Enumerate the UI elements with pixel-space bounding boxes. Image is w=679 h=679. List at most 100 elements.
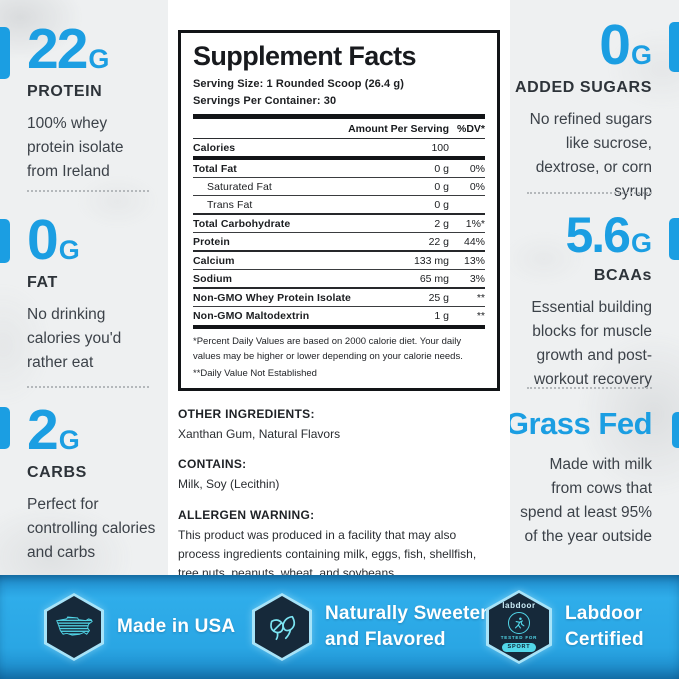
allergen-warning-section: ALLERGEN WARNING: This product was produ… (178, 508, 478, 584)
dotted-divider (527, 192, 652, 194)
nutrient-name: Non-GMO Whey Protein Isolate (193, 291, 351, 304)
edge-accent-bar (0, 219, 10, 263)
stat-number: 2 (27, 398, 59, 462)
stat-description: No refined sugars like sucrose, dextrose… (529, 111, 652, 201)
nutrient-amount: 1 g (434, 309, 449, 322)
supplement-facts-panel: Supplement Facts Serving Size: 1 Rounded… (178, 30, 500, 392)
stat-value: 5.6G (504, 210, 652, 260)
stat-protein: 22G PROTEIN 100% whey protein isolate fr… (27, 21, 163, 184)
runner-icon (508, 612, 530, 635)
nutrient-name: Total Carbohydrate (193, 217, 291, 230)
nutrient-dv: 44% (463, 235, 485, 248)
nutrient-name: Calories (193, 141, 236, 154)
stat-description: Perfect for controlling calories and car… (27, 496, 156, 562)
dotted-divider (27, 386, 149, 388)
nutrient-amount: 0 g (434, 180, 449, 193)
stat-label: ADDED SUGARS (515, 79, 652, 97)
edge-accent-bar (669, 22, 679, 72)
nutrient-name: Total Fat (193, 162, 237, 175)
stat-number: 22 (27, 17, 88, 81)
nutrient-dv: ** (476, 291, 485, 304)
thick-rule (193, 114, 485, 119)
nutrient-dv: 0% (469, 180, 485, 193)
column-header-amount: Amount Per Serving (348, 123, 449, 135)
usa-map-icon (44, 593, 104, 661)
badge-label: Labdoor Certified (565, 603, 644, 650)
stat-unit: G (88, 44, 110, 74)
stat-unit: G (630, 228, 652, 258)
stat-added-sugars: 0G ADDED SUGARS No refined sugars like s… (504, 17, 652, 204)
nutrient-amount: 100 (431, 141, 449, 154)
stat-heading: Grass Fed (504, 406, 653, 441)
section-heading: ALLERGEN WARNING: (178, 507, 315, 522)
nutrient-amount: 22 g (428, 235, 449, 248)
contains-section: CONTAINS: Milk, Soy (Lecithin) (178, 457, 478, 494)
edge-accent-bar (669, 218, 679, 260)
section-text: This product was produced in a facility … (178, 527, 477, 580)
dotted-divider (527, 387, 652, 389)
stat-value: 0G (504, 17, 652, 74)
stat-grass-fed: Grass Fed Made with milk from cows that … (504, 406, 653, 549)
footnote-not-established: **Daily Value Not Established (193, 367, 317, 379)
bottom-band: Made in USA Naturally Sweetened and Flav… (0, 575, 679, 679)
nutrient-amount: 0 g (434, 198, 449, 211)
nutrient-name: Calcium (193, 254, 235, 267)
badge-naturally-sweetened: Naturally Sweetened and Flavored (252, 575, 515, 679)
badge-labdoor-certified: labdoor TESTED FOR SPORT Labdoor Ce (486, 575, 644, 679)
nutrient-amount: 133 mg (413, 254, 449, 267)
stat-label: FAT (27, 274, 58, 292)
nutrient-name: Trans Fat (207, 198, 253, 211)
table-row-whey-protein-isolate: Non-GMO Whey Protein Isolate 25 g ** (193, 289, 485, 307)
section-heading: CONTAINS: (178, 457, 247, 472)
labdoor-brand-text: labdoor (502, 601, 536, 611)
stat-description: 100% whey protein isolate from Ireland (27, 115, 124, 181)
stat-fat: 0G FAT No drinking calories you'd rather… (27, 212, 163, 375)
table-row-maltodextrin: Non-GMO Maltodextrin 1 g ** (193, 307, 485, 324)
badge-label: Made in USA (117, 616, 236, 638)
other-ingredients-section: OTHER INGREDIENTS: Xanthan Gum, Natural … (178, 407, 478, 444)
stat-number: 0 (27, 208, 59, 272)
stat-unit: G (630, 40, 652, 70)
stat-bcaas: 5.6G BCAAs Essential building blocks for… (504, 210, 652, 392)
table-row-total-carbohydrate: Total Carbohydrate 2 g 1%* (193, 215, 485, 233)
stat-unit: G (58, 235, 80, 265)
nutrient-dv: 1%* (465, 217, 485, 230)
edge-accent-bar (0, 27, 10, 79)
table-row-trans-fat: Trans Fat 0 g (193, 196, 485, 215)
panel-title: Supplement Facts (193, 41, 417, 71)
center-column: Supplement Facts Serving Size: 1 Rounded… (168, 0, 510, 679)
stat-number: 5.6 (565, 207, 631, 263)
stat-carbs: 2G CARBS Perfect for controlling calorie… (27, 402, 163, 565)
section-text: Milk, Soy (Lecithin) (178, 477, 280, 492)
thick-rule (193, 325, 485, 329)
nutrient-name: Sodium (193, 272, 233, 285)
table-header: Amount Per Serving %DV* (193, 119, 485, 139)
table-row-calcium: Calcium 133 mg 13% (193, 252, 485, 270)
nutrient-name: Non-GMO Maltodextrin (193, 309, 310, 322)
footnotes: *Percent Daily Values are based on 2000 … (193, 334, 485, 381)
stat-unit: G (58, 425, 80, 455)
badge-made-in-usa: Made in USA (44, 575, 235, 679)
nutrient-name: Saturated Fat (207, 180, 272, 193)
table-row-total-fat: Total Fat 0 g 0% (193, 160, 485, 178)
labdoor-sport-badge: SPORT (501, 642, 537, 652)
stat-label: CARBS (27, 464, 87, 482)
nutrient-dv: 3% (469, 272, 485, 285)
table-row-saturated-fat: Saturated Fat 0 g 0% (193, 178, 485, 196)
info-sections: OTHER INGREDIENTS: Xanthan Gum, Natural … (178, 407, 478, 583)
nutrient-dv: 13% (463, 254, 485, 267)
stat-label: PROTEIN (27, 83, 103, 101)
table-row-sodium: Sodium 65 mg 3% (193, 270, 485, 289)
stat-label: BCAAs (593, 266, 652, 284)
dotted-divider (27, 190, 149, 192)
section-heading: OTHER INGREDIENTS: (178, 407, 315, 422)
table-row-calories: Calories 100 (193, 139, 485, 160)
stat-description: Made with milk from cows that spend at l… (520, 456, 652, 546)
nutrient-amount: 0 g (434, 162, 449, 175)
stat-description: Essential building blocks for muscle gro… (531, 298, 652, 388)
nutrient-dv: 0% (469, 162, 485, 175)
nutrient-amount: 2 g (434, 217, 449, 230)
stat-description: No drinking calories you'd rather eat (27, 306, 122, 372)
nutrient-dv: ** (476, 309, 485, 322)
